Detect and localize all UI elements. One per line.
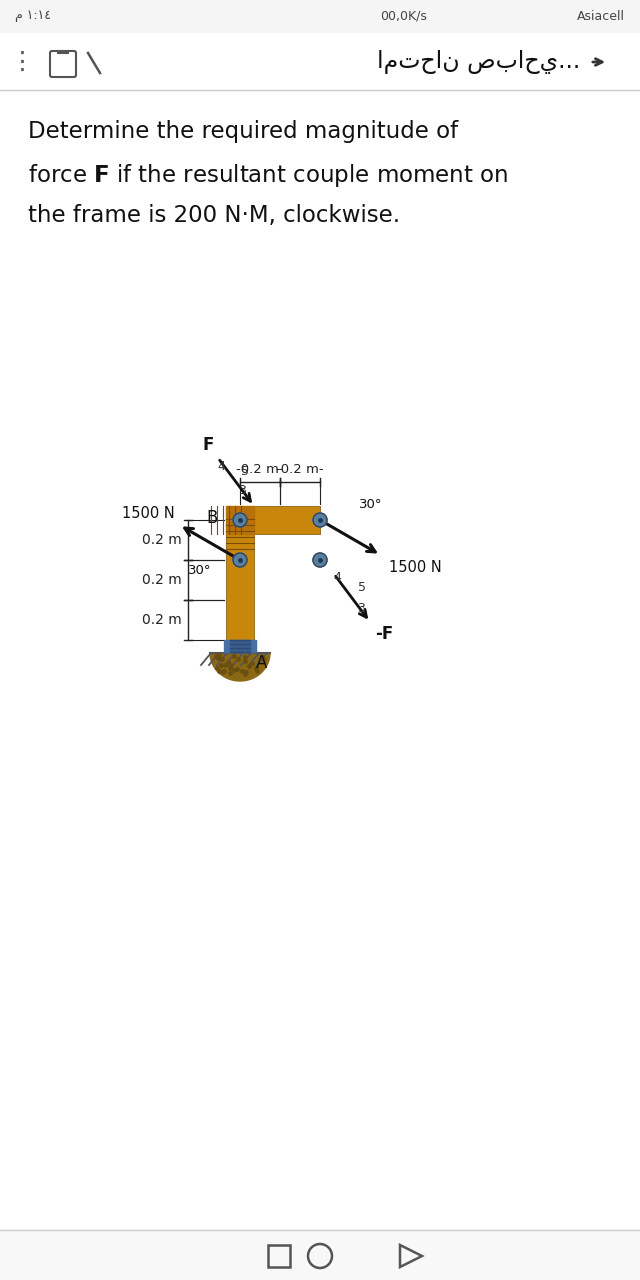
Text: 3: 3 [239, 484, 246, 497]
Text: م ١:١٤: م ١:١٤ [15, 9, 51, 23]
Text: امتحان صباحي...: امتحان صباحي... [377, 50, 580, 74]
Circle shape [313, 513, 327, 527]
Bar [226, 520, 254, 640]
Circle shape [233, 513, 247, 527]
Text: 30°: 30° [188, 564, 211, 577]
Text: 3: 3 [357, 602, 365, 614]
Circle shape [313, 553, 327, 567]
Bar [0, 0, 640, 32]
Text: Asiacell: Asiacell [577, 9, 625, 23]
Bar [0, 1230, 640, 1280]
Polygon shape [210, 653, 270, 681]
Bar [224, 640, 256, 652]
Text: -0.2 m-: -0.2 m- [276, 463, 324, 476]
Bar [240, 506, 320, 534]
Text: 0.2 m: 0.2 m [142, 613, 182, 627]
Text: B: B [207, 509, 218, 527]
Text: the frame is 200 N·M, clockwise.: the frame is 200 N·M, clockwise. [28, 204, 400, 227]
Text: 00,0K/s: 00,0K/s [380, 9, 427, 23]
Text: 4: 4 [333, 571, 341, 584]
Bar [268, 1245, 290, 1267]
Text: A: A [256, 654, 268, 672]
Text: 5: 5 [358, 581, 366, 594]
Bar [230, 640, 250, 652]
Text: 1500 N: 1500 N [388, 561, 442, 575]
Text: 0.2 m: 0.2 m [142, 573, 182, 588]
Text: Determine the required magnitude of: Determine the required magnitude of [28, 120, 458, 143]
Text: -F: -F [375, 625, 393, 643]
Text: 4: 4 [217, 460, 225, 474]
Text: F: F [203, 436, 214, 454]
Text: ⋮: ⋮ [10, 50, 35, 74]
Text: -0.2 m-: -0.2 m- [236, 463, 284, 476]
Text: 30°: 30° [358, 498, 382, 511]
Text: force $\mathbf{F}$ if the resultant couple moment on: force $\mathbf{F}$ if the resultant coup… [28, 163, 508, 189]
Text: 1500 N: 1500 N [122, 506, 174, 521]
Bar [0, 35, 640, 90]
Text: 5: 5 [241, 465, 249, 477]
Bar [226, 506, 254, 534]
Text: 0.2 m: 0.2 m [142, 532, 182, 547]
Circle shape [233, 553, 247, 567]
